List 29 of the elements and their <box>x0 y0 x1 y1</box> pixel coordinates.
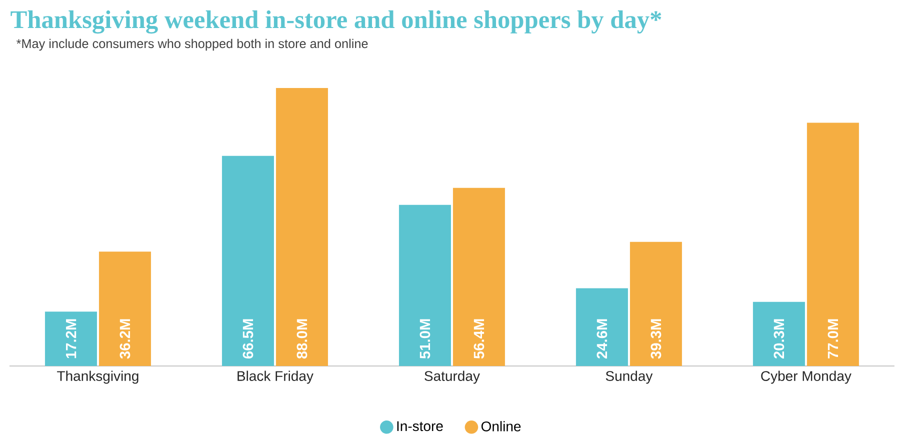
bar <box>398 204 451 366</box>
data-label: 39.3M <box>650 319 662 359</box>
x-tick-label: Sunday <box>606 370 653 384</box>
bar <box>576 288 628 366</box>
data-label: 77.0M <box>828 319 838 358</box>
legend-label: In-store <box>397 421 443 432</box>
x-tick-label: Thanksgiving <box>57 370 138 384</box>
bar <box>44 312 97 366</box>
bar <box>276 88 328 366</box>
data-label: 17.2M <box>66 319 76 358</box>
data-label: 24.6M <box>596 319 608 359</box>
bar <box>98 252 151 366</box>
legend-label: Online <box>481 421 521 432</box>
x-tick-label: Black Friday <box>238 370 314 384</box>
x-tick-label: Saturday <box>424 370 480 384</box>
bar <box>630 242 682 366</box>
chart-title: Thanksgiving weekend in-store and online shoppers by day* <box>10 10 662 34</box>
data-label: 20.3M <box>774 319 784 359</box>
data-label: 36.2M <box>120 319 130 359</box>
chart-subtitle: *May include consumers who shopped both in store and online <box>16 38 368 51</box>
data-label: 88.0M <box>296 319 308 359</box>
bar <box>752 302 805 366</box>
data-label: 66.5M <box>242 319 254 359</box>
bar <box>222 156 274 366</box>
bar <box>452 188 505 366</box>
bar <box>806 122 859 366</box>
data-label: 56.4M <box>474 319 484 359</box>
x-tick-label: Cyber Monday <box>761 370 852 384</box>
data-label: 51.0M <box>420 319 430 359</box>
